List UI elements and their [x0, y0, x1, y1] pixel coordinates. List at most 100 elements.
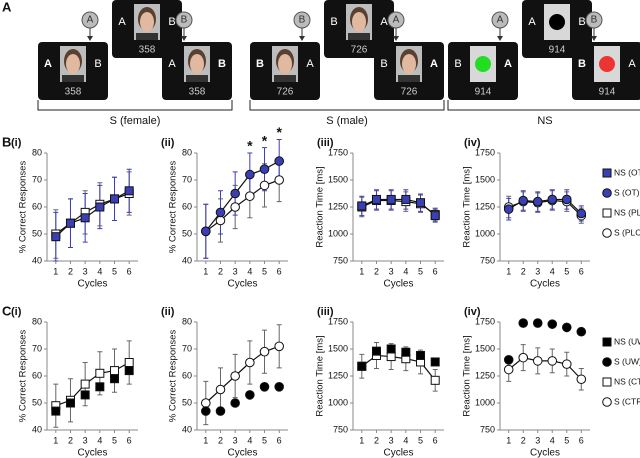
y-tick-label: 80: [182, 316, 192, 326]
data-point: [65, 398, 75, 408]
x-tick-label: 2: [68, 266, 73, 276]
x-tick-label: 1: [359, 435, 364, 445]
x-tick-label: 2: [521, 435, 526, 445]
y-tick-label: 50: [32, 397, 42, 407]
y-tick-label: 750: [333, 255, 348, 265]
data-point: [245, 390, 255, 400]
data-point: [576, 374, 587, 385]
y-tick-label: 1000: [328, 397, 348, 407]
y-axis-label: Reaction Time [ms]: [462, 335, 473, 416]
stimulus: [599, 56, 615, 72]
card-letter: B: [578, 16, 585, 28]
card-number: 914: [475, 87, 492, 98]
x-tick-label: 3: [233, 266, 238, 276]
x-tick-label: 6: [277, 435, 282, 445]
face: [352, 12, 366, 32]
legend-marker: [602, 228, 612, 238]
card-number: 358: [189, 87, 206, 98]
y-tick-label: 40: [182, 424, 192, 434]
cue-letter: A: [393, 15, 400, 26]
card-letter: A: [528, 16, 536, 28]
x-tick-label: 6: [127, 266, 132, 276]
data-point: [518, 195, 529, 206]
card-letter: A: [430, 58, 438, 70]
data-point: [503, 355, 514, 365]
y-tick-label: 1250: [475, 370, 495, 380]
annotation: *: [247, 138, 253, 154]
x-tick-label: 1: [203, 435, 208, 445]
group-label: S (male): [326, 115, 368, 127]
card-letter: B: [578, 58, 586, 70]
legend-label: S (UW): [614, 356, 640, 366]
data-point: [561, 194, 572, 205]
x-tick-label: 1: [506, 266, 511, 276]
card-letter: A: [504, 58, 512, 70]
data-point: [215, 207, 226, 218]
x-tick-label: 4: [247, 435, 252, 445]
data-point: [80, 390, 90, 400]
x-tick-label: 4: [247, 266, 252, 276]
card-number: 726: [277, 87, 294, 98]
y-tick-label: 70: [32, 343, 42, 353]
data-point: [401, 194, 411, 204]
x-tick-label: 5: [564, 266, 569, 276]
data-point: [430, 211, 440, 221]
data-point: [201, 406, 211, 416]
data-point: [547, 194, 558, 205]
data-point: [230, 202, 240, 212]
y-tick-label: 80: [182, 147, 192, 157]
chart-title: (iii): [317, 306, 334, 318]
data-point: [576, 326, 587, 337]
y-tick-label: 1000: [328, 228, 348, 238]
legend-label: S (PLC): [614, 227, 640, 237]
card-letter: A: [118, 16, 126, 28]
x-tick-label: 6: [433, 266, 438, 276]
y-tick-label: 1750: [475, 316, 495, 326]
chart-title: (iv): [464, 306, 481, 318]
data-point: [65, 218, 75, 228]
data-point: [124, 366, 134, 376]
y-tick-label: 1500: [328, 174, 348, 184]
x-axis-label: Cycles: [383, 279, 413, 290]
data-point: [371, 194, 381, 204]
panel-letter: C: [2, 303, 12, 318]
card-letter: B: [94, 58, 101, 70]
data-point: [274, 341, 284, 352]
y-tick-label: 1500: [475, 343, 495, 353]
data-point: [110, 194, 120, 204]
data-point: [95, 382, 105, 392]
data-point: [245, 169, 255, 180]
data-point: [95, 202, 105, 212]
x-tick-label: 1: [506, 435, 511, 445]
face: [66, 54, 80, 74]
face: [140, 12, 154, 32]
data-point: [215, 406, 226, 416]
x-axis-label: Cycles: [77, 448, 107, 458]
cue-letter: B: [181, 15, 188, 26]
legend-marker: [602, 357, 612, 367]
y-tick-label: 80: [32, 147, 42, 157]
chart-title: (i): [11, 306, 22, 318]
data-point: [416, 198, 426, 208]
data-point: [503, 364, 514, 375]
card-letter: B: [454, 58, 461, 70]
x-axis-label: Cycles: [227, 279, 257, 290]
card-letter: A: [628, 58, 636, 70]
x-axis-label: Cycles: [77, 279, 107, 290]
x-tick-label: 6: [579, 435, 584, 445]
y-tick-label: 70: [182, 174, 192, 184]
data-point: [230, 188, 240, 199]
data-point: [124, 358, 134, 367]
shoulders: [186, 75, 208, 82]
cue-letter: A: [497, 15, 504, 26]
bracket: [447, 100, 640, 111]
y-tick-label: 40: [182, 255, 192, 265]
legend-marker: [602, 208, 612, 218]
data-point: [110, 366, 120, 376]
data-point: [430, 357, 440, 367]
card-number: 726: [401, 87, 418, 98]
y-tick-label: 40: [32, 255, 42, 265]
x-tick-label: 6: [277, 266, 282, 276]
legend-label: S (OT): [614, 187, 640, 197]
